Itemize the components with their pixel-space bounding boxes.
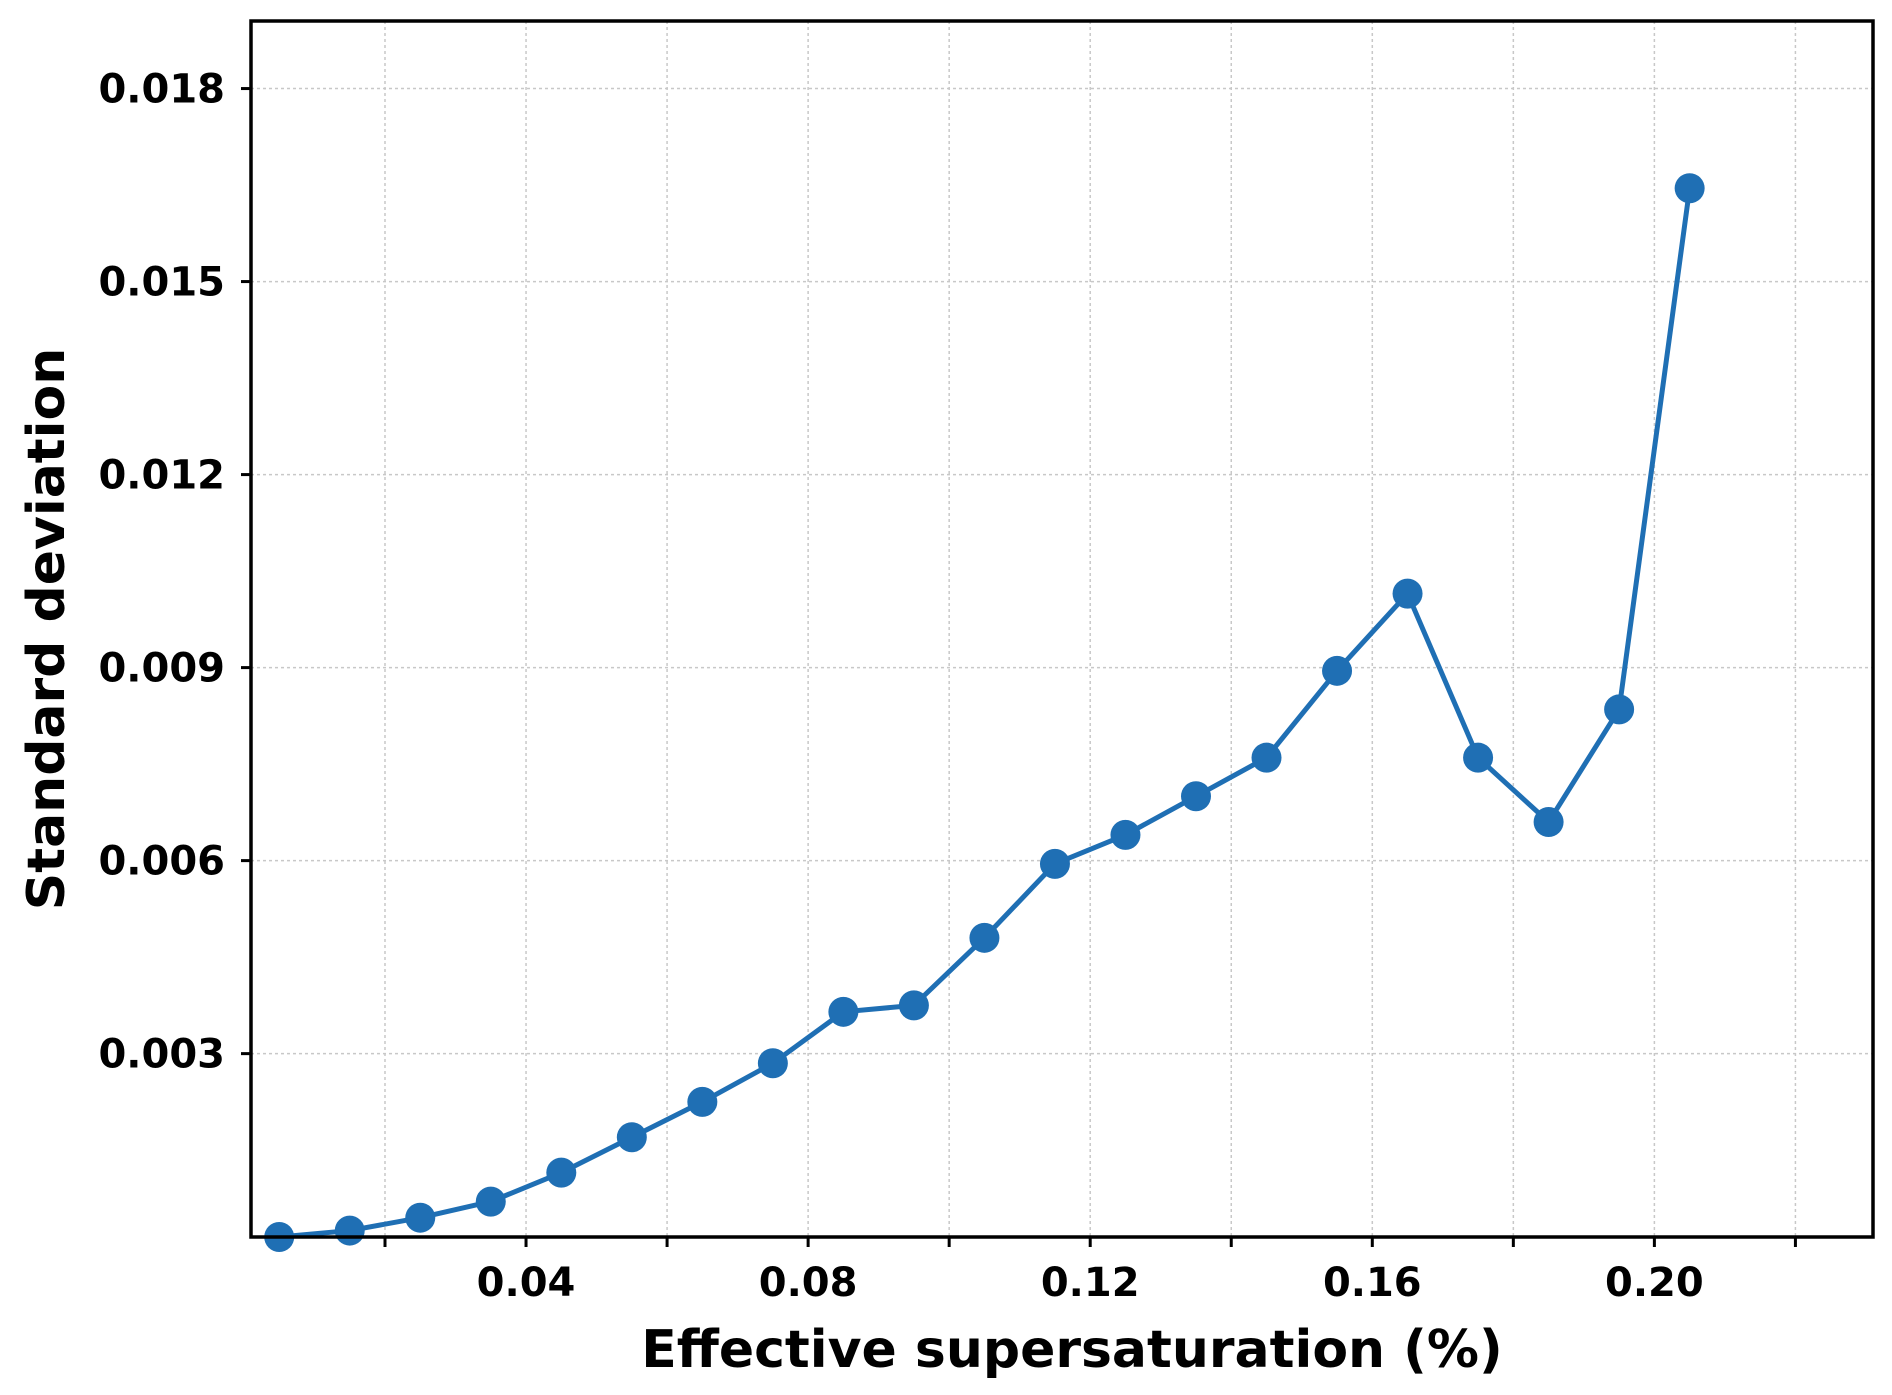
data-point <box>405 1202 436 1233</box>
y-tick-label: 0.012 <box>98 453 225 499</box>
y-axis-title: Standard deviation <box>17 348 77 910</box>
y-tick-label: 0.015 <box>98 260 225 306</box>
x-tick-label: 0.12 <box>1041 1260 1140 1306</box>
data-point <box>616 1122 647 1153</box>
series-line <box>278 187 1693 1240</box>
x-tick-label: 0.04 <box>477 1260 576 1306</box>
y-tick-label: 0.006 <box>98 839 225 885</box>
data-point <box>1463 742 1494 773</box>
data-point <box>1039 848 1070 879</box>
x-tick-label: 0.08 <box>759 1260 858 1306</box>
data-point <box>1180 781 1211 812</box>
data-point <box>898 990 929 1021</box>
data-point <box>1604 694 1635 725</box>
data-point <box>757 1048 788 1079</box>
axis-ticks: 0.04 0.08 0.12 0.16 0.20 0.003 0.006 0.009 0.012… <box>98 67 1797 1306</box>
data-point <box>1392 578 1423 609</box>
data-point <box>1251 742 1282 773</box>
data-point <box>1322 655 1353 686</box>
data-point <box>475 1186 506 1217</box>
data-point <box>1533 807 1564 838</box>
y-tick-label: 0.018 <box>98 67 225 113</box>
data-point <box>546 1157 577 1188</box>
plot-frame <box>249 19 1875 1239</box>
data-point <box>334 1215 365 1246</box>
data-point <box>1110 819 1141 850</box>
y-tick-label: 0.009 <box>98 646 225 692</box>
x-tick-label: 0.16 <box>1323 1260 1422 1306</box>
y-tick-label: 0.003 <box>98 1032 225 1078</box>
data-point <box>969 922 1000 953</box>
x-axis-title: Effective supersaturation (%) <box>641 1320 1503 1380</box>
data-point <box>1674 173 1705 204</box>
series-line-group <box>264 173 1705 1252</box>
data-point <box>687 1086 718 1117</box>
data-point <box>828 996 859 1027</box>
x-tick-label: 0.20 <box>1605 1260 1704 1306</box>
